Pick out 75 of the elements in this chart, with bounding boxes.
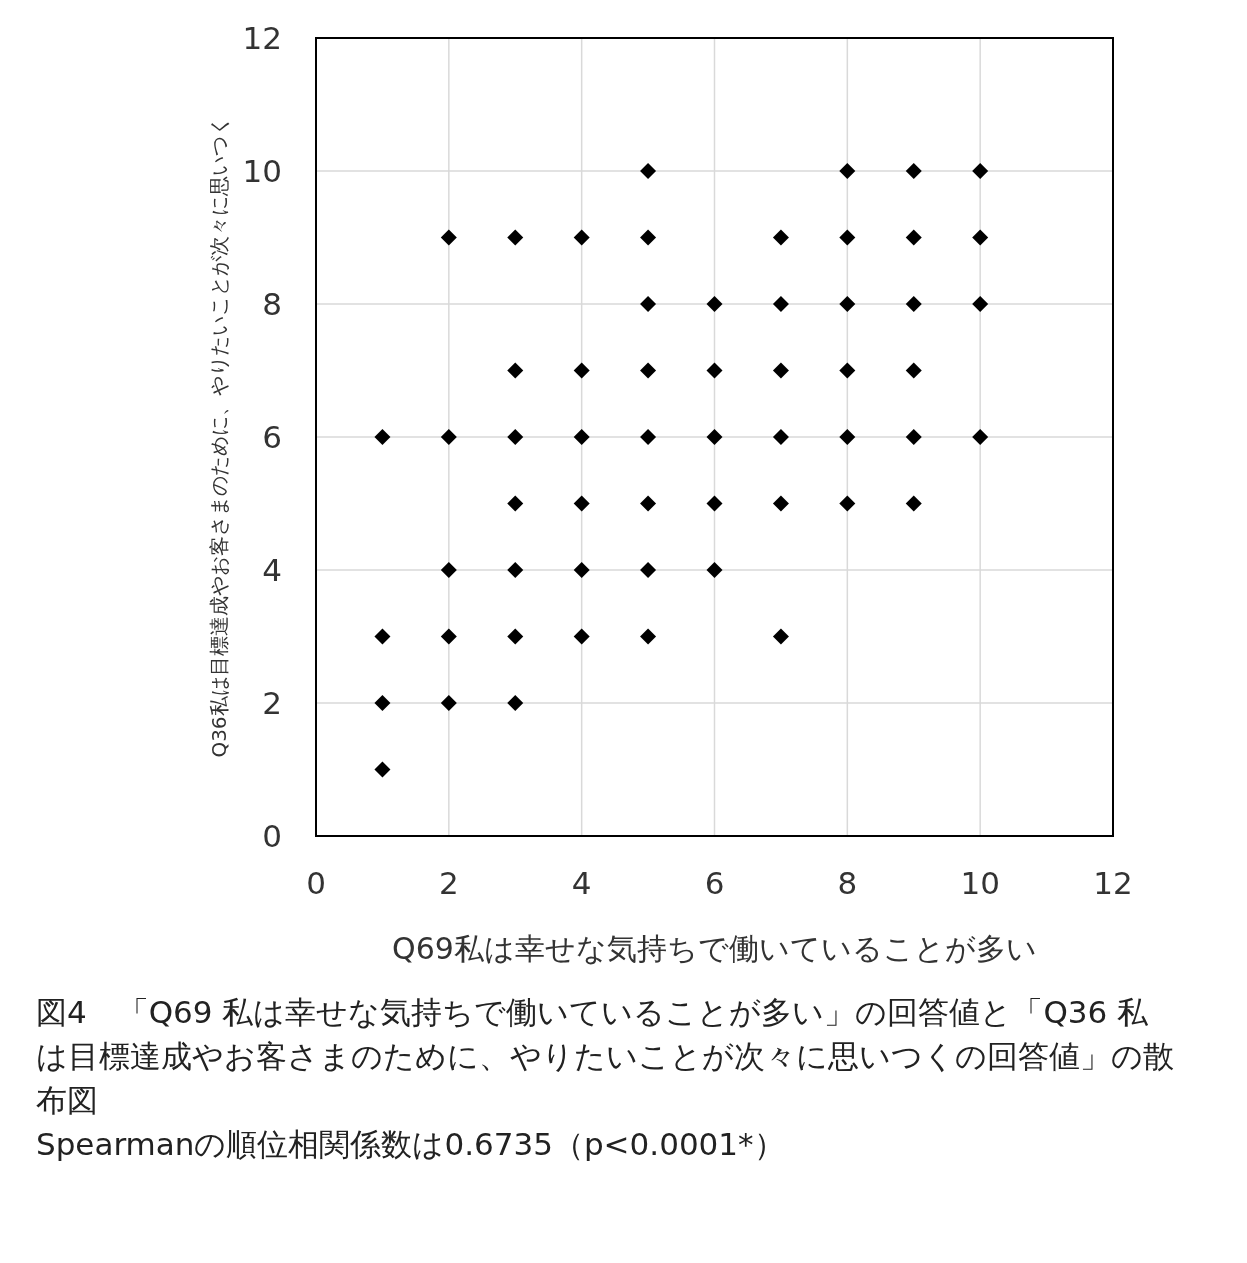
point: [905, 362, 922, 379]
point: [839, 163, 856, 179]
point: [772, 229, 789, 246]
x-tick-label: 10: [960, 865, 1000, 901]
point: [440, 429, 457, 445]
point: [374, 761, 391, 778]
point: [507, 362, 524, 379]
point: [374, 695, 391, 711]
point: [706, 495, 723, 512]
point: [905, 229, 922, 246]
x-tick-label: 8: [837, 865, 858, 901]
point: [972, 296, 989, 312]
point: [839, 429, 856, 445]
point: [640, 562, 657, 578]
point: [772, 429, 789, 445]
point: [440, 229, 457, 246]
point: [706, 562, 723, 578]
point: [507, 628, 524, 645]
point: [640, 628, 657, 645]
y-tick-label: 2: [262, 685, 282, 721]
point: [640, 362, 657, 379]
point: [573, 429, 590, 445]
point: [507, 695, 524, 711]
point: [772, 296, 789, 312]
point: [839, 362, 856, 379]
x-tick-label: 12: [1093, 865, 1133, 901]
point: [706, 429, 723, 445]
y-axis-title: Q36私は目標達成やお客さまのために、やりたいことが次々に思いつく: [207, 116, 231, 758]
point: [905, 296, 922, 312]
point: [573, 229, 590, 246]
point: [905, 163, 922, 179]
point: [440, 695, 457, 711]
point: [573, 362, 590, 379]
point: [507, 495, 524, 512]
point: [772, 628, 789, 645]
y-tick-label: 0: [262, 818, 282, 854]
point: [839, 296, 856, 312]
x-tick-label: 4: [571, 865, 592, 901]
text: Spearmanの順位相関係数は0.6735（p<0.0001*）: [36, 1125, 786, 1164]
point: [972, 229, 989, 246]
point: [972, 429, 989, 445]
point: [507, 562, 524, 578]
y-tick-label: 10: [242, 153, 282, 189]
x-tick-label: 0: [306, 865, 326, 901]
point: [440, 562, 457, 578]
point: [839, 495, 856, 512]
point: [573, 562, 590, 578]
point: [640, 296, 657, 312]
point: [374, 628, 391, 645]
point: [573, 628, 590, 645]
caption: 図4 「Q69 私は幸せな気持ちで働いていることが多い」の回答値と「Q36 私は目標達成やお客さまのために、やりたいことが次々に思いつくの回答値」の散布図: [36, 993, 1175, 1120]
y-tick-label: 6: [262, 419, 282, 455]
y-tick-label: 12: [242, 20, 282, 56]
x-tick-label: 6: [704, 865, 725, 901]
point: [905, 429, 922, 445]
point: [905, 495, 922, 512]
point: [640, 429, 657, 445]
point: [507, 229, 524, 246]
point: [772, 495, 789, 512]
point: [839, 229, 856, 246]
point: [507, 429, 524, 445]
point: [972, 163, 989, 179]
point: [640, 495, 657, 512]
point: [374, 429, 391, 445]
point: [573, 495, 590, 512]
x-axis-title: Q69私は幸せな気持ちで働いていることが多い: [392, 931, 1037, 966]
y-tick-label: 4: [262, 552, 282, 588]
point: [772, 362, 789, 379]
x-tick-label: 2: [438, 865, 459, 901]
point: [440, 628, 457, 645]
point: [640, 229, 657, 246]
y-tick-label: 8: [262, 286, 282, 322]
point: [706, 362, 723, 379]
point: [640, 163, 657, 179]
point: [706, 296, 723, 312]
